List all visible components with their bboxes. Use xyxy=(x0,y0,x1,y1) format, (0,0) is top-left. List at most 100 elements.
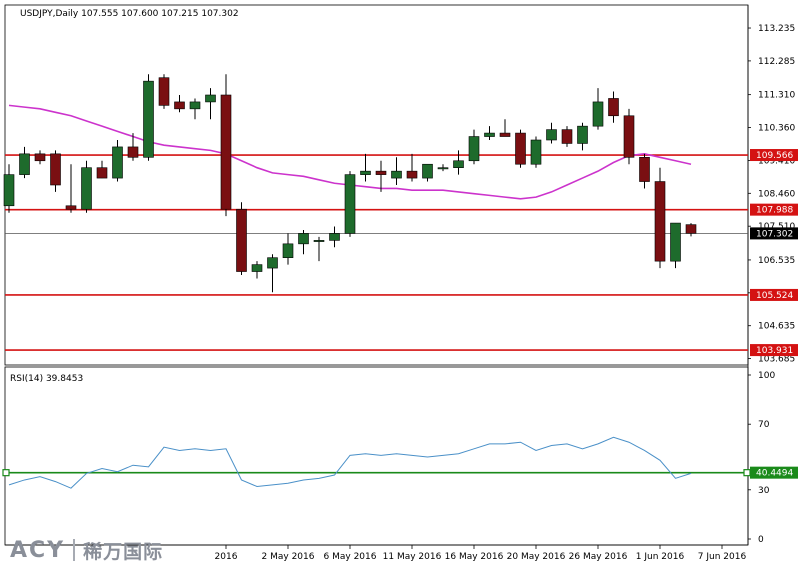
candle-body xyxy=(174,101,185,110)
current-price-label: 107.302 xyxy=(756,229,793,239)
candle-body xyxy=(422,163,433,179)
y-tick-label: 107.510 xyxy=(758,222,795,232)
candle xyxy=(251,261,263,279)
candle-body xyxy=(158,77,170,106)
rsi-level-label: 40.4494 xyxy=(756,469,793,479)
candle xyxy=(220,74,232,217)
candle xyxy=(391,157,402,185)
rsi-level-box xyxy=(750,466,798,479)
candle xyxy=(236,202,247,275)
candle-body xyxy=(329,233,340,241)
candle-body xyxy=(19,153,30,175)
candle xyxy=(654,167,666,269)
candle-body xyxy=(205,94,216,103)
y-tick-label: 110.360 xyxy=(758,124,795,134)
level-label-box xyxy=(750,203,798,216)
candle xyxy=(205,88,216,120)
rsi-tick-label: 0 xyxy=(758,535,764,545)
candle-body xyxy=(251,264,263,272)
x-tick-label: 20 May 2016 xyxy=(507,552,566,562)
candle-body xyxy=(112,146,123,179)
candle-body xyxy=(298,233,309,245)
candle xyxy=(375,160,387,192)
candle xyxy=(298,230,309,255)
candle-body xyxy=(515,132,526,165)
candle xyxy=(577,122,588,151)
y-tick-label: 108.460 xyxy=(758,189,795,199)
rsi-tick-label: 70 xyxy=(758,420,770,430)
candle xyxy=(639,153,650,189)
candle-body xyxy=(96,167,108,179)
rsi-tick-label: 100 xyxy=(758,371,775,381)
candle xyxy=(422,163,433,182)
x-tick-label: 7 Jun 2016 xyxy=(698,552,747,562)
candle-body xyxy=(189,101,201,110)
candle-body xyxy=(34,153,46,162)
candle xyxy=(546,122,557,144)
candle xyxy=(406,153,418,182)
x-tick-label: 1 Jun 2016 xyxy=(636,552,685,562)
candle xyxy=(81,160,92,213)
candle xyxy=(592,88,604,130)
candle xyxy=(313,236,325,262)
candle-body xyxy=(267,257,278,269)
x-tick-label: 6 May 2016 xyxy=(324,552,377,562)
candle xyxy=(608,91,619,123)
level-label-box xyxy=(750,288,798,301)
level-label: 107.988 xyxy=(756,206,793,216)
level-label: 109.566 xyxy=(756,151,793,161)
candle xyxy=(143,74,154,161)
candle-body xyxy=(313,240,325,242)
candle-body xyxy=(685,224,697,234)
candle-body xyxy=(143,80,154,158)
candle xyxy=(453,150,464,175)
rsi-title: RSI(14) 39.8453 xyxy=(10,374,83,384)
candle xyxy=(34,150,46,165)
y-tick-label: 113.235 xyxy=(758,24,795,34)
candle xyxy=(189,98,201,120)
y-tick-label: 106.535 xyxy=(758,256,795,266)
main-chart-title: USDJPY,Daily 107.555 107.600 107.215 107… xyxy=(20,9,239,19)
x-tick-label: 26 May 2016 xyxy=(569,552,628,562)
candle-body xyxy=(375,170,387,175)
level-label-box xyxy=(750,344,798,357)
candle xyxy=(127,133,139,161)
candle xyxy=(685,223,697,237)
x-tick-label: 11 May 2016 xyxy=(383,552,442,562)
candle xyxy=(19,146,30,179)
candle xyxy=(96,160,108,179)
candle-body xyxy=(623,115,635,158)
candle xyxy=(267,254,278,293)
candle xyxy=(112,140,123,182)
candle xyxy=(530,136,542,168)
rsi-tick-label: 30 xyxy=(758,486,770,496)
candle-body xyxy=(3,174,15,207)
candle-body xyxy=(127,146,139,158)
level-label-box xyxy=(750,149,798,162)
candle-body xyxy=(546,129,557,141)
logo-brand: ACY xyxy=(10,537,66,563)
candle xyxy=(360,153,371,182)
rsi-level-handle-left[interactable] xyxy=(2,469,10,477)
level-label: 105.524 xyxy=(756,291,793,301)
candle-body xyxy=(577,125,588,144)
y-tick-label: 104.635 xyxy=(758,322,795,332)
candle-body xyxy=(65,205,77,210)
y-tick-label: 109.410 xyxy=(758,156,795,166)
candle-body xyxy=(453,160,464,168)
candle-body xyxy=(468,136,480,162)
level-label: 103.931 xyxy=(756,346,793,356)
candle xyxy=(3,164,15,213)
candle-body xyxy=(236,208,247,272)
candle-body xyxy=(670,222,681,262)
y-tick-label: 112.285 xyxy=(758,57,795,67)
candle-body xyxy=(391,170,402,179)
logo-chinese: 稀万国际 xyxy=(83,540,164,563)
candle xyxy=(344,171,356,237)
candle xyxy=(50,150,61,192)
candle-body xyxy=(530,139,542,165)
rsi-level-handle-right[interactable] xyxy=(743,469,751,477)
candle-body xyxy=(437,167,449,170)
rsi-line xyxy=(8,436,692,489)
acy-logo: ACY 稀万国际 xyxy=(10,536,163,564)
